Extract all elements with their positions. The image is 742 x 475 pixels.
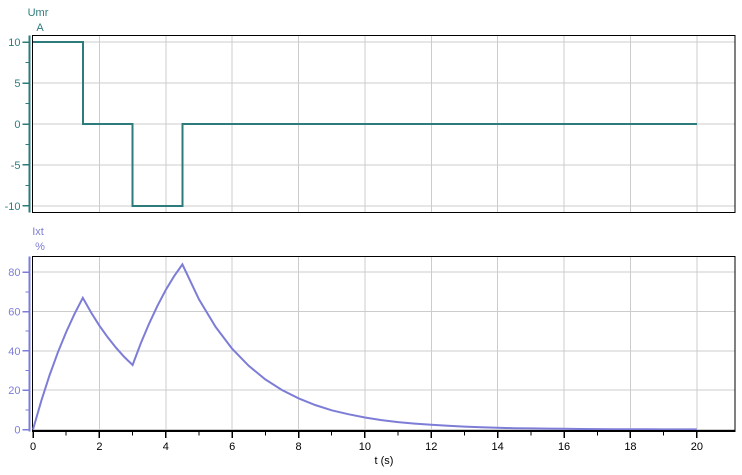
x-tick-label: 2 [96,441,102,453]
pane-unit: A [36,22,44,34]
pane-title: Ixt [32,226,44,238]
pane-unit: % [35,241,45,253]
x-tick-label: 18 [624,441,636,453]
x-tick-label: 8 [295,441,301,453]
y-tick-label: 60 [8,307,20,319]
y-tick-label: 0 [14,425,20,437]
y-tick-label: 0 [14,119,20,131]
plot-frame [32,35,736,213]
y-tick-label: 40 [8,346,20,358]
plot-frame [32,256,736,432]
y-tick-label: 5 [14,78,20,90]
y-tick-label: -10 [5,201,21,213]
y-tick-label: -5 [11,160,21,172]
x-tick-label: 14 [492,441,504,453]
x-tick-label: 16 [558,441,570,453]
x-tick-label: 10 [359,441,371,453]
x-tick-label: 0 [30,441,36,453]
pane-title: Umr [28,7,49,19]
trace-umr [33,41,697,207]
x-axis-label: t (s) [375,455,394,467]
x-tick-label: 6 [229,441,235,453]
y-tick-label: 10 [8,37,20,49]
x-tick-label: 12 [425,441,437,453]
x-tick-label: 20 [691,441,703,453]
trace-ixt [32,262,697,431]
y-tick-label: 80 [8,267,20,279]
y-tick-label: 20 [8,385,20,397]
x-tick-label: 4 [163,441,169,453]
